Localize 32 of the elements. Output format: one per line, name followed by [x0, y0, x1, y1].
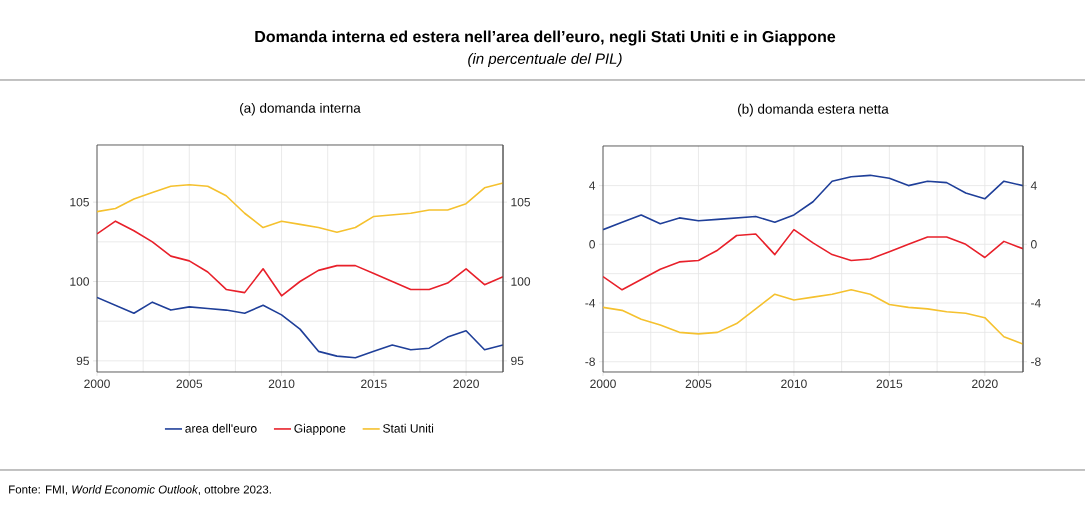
y2-tick-label: 100	[511, 277, 531, 286]
x-tick-label: 2010	[781, 379, 807, 389]
x-tick-label: 2005	[176, 379, 203, 389]
y-tick-label: 100	[70, 277, 90, 286]
y-tick-label: 95	[76, 356, 89, 366]
y2-tick-label: 105	[511, 197, 531, 207]
y2-tick-label: -8	[1031, 357, 1041, 366]
y2-tick-label: -4	[1031, 298, 1041, 308]
source-note: Fonte: FMI, World Economic Outlook, ottobre 2023.	[9, 485, 271, 495]
legend-label: area dell'euro	[185, 423, 257, 433]
chart-title: (a) domanda interna	[240, 102, 361, 116]
y2-tick-label: 95	[511, 356, 524, 366]
text: Domanda interna ed estera nell’area dell’euro, negli Stati Uniti e in Giappone	[255, 30, 836, 46]
x-tick-label: 2015	[876, 379, 903, 389]
y2-tick-label: 4	[1030, 181, 1037, 190]
y-tick-label: -4	[585, 298, 596, 308]
x-tick-label: 2020	[453, 379, 479, 389]
y-tick-label: -8	[585, 357, 595, 366]
x-tick-label: 2000	[590, 379, 616, 389]
x-tick-label: 2000	[84, 379, 110, 389]
x-tick-label: 2015	[361, 379, 387, 389]
legend-label: Giappone	[294, 423, 346, 436]
y-tick-label: 4	[589, 181, 596, 190]
text: (in percentuale del PIL)	[468, 53, 622, 67]
y-tick-label: 0	[589, 240, 596, 249]
x-tick-label: 2020	[972, 379, 998, 389]
y-tick-label: 105	[70, 197, 89, 207]
x-tick-label: 2005	[685, 379, 712, 389]
y2-tick-label: 0	[1031, 240, 1037, 249]
x-tick-label: 2010	[268, 379, 295, 389]
chart-title: (b) domanda estera netta	[738, 103, 889, 117]
legend-label: Stati Uniti	[383, 423, 434, 433]
